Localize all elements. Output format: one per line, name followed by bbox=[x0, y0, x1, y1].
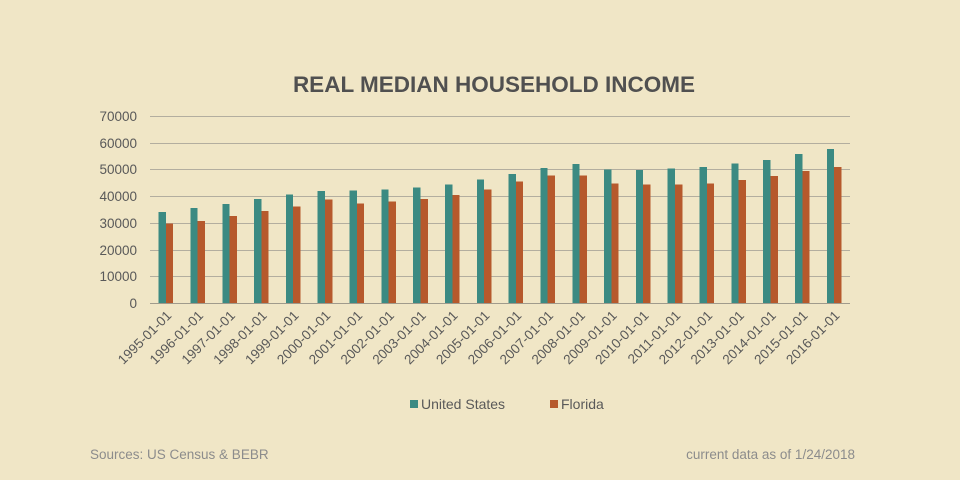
legend: United States Florida bbox=[410, 396, 604, 412]
bar-united-states-1997-01-01 bbox=[222, 204, 230, 303]
bar-florida-2011-01-01 bbox=[675, 184, 683, 303]
bar-florida-2012-01-01 bbox=[706, 183, 715, 303]
bar-united-states-2016-01-01 bbox=[826, 149, 835, 303]
bar-florida-2004-01-01 bbox=[452, 194, 460, 303]
bar-florida-2009-01-01 bbox=[611, 183, 619, 303]
bar-florida-1997-01-01 bbox=[229, 216, 237, 303]
legend-item-florida: Florida bbox=[550, 396, 604, 412]
bar-united-states-2005-01-01 bbox=[476, 179, 485, 303]
y-tick-label: 60000 bbox=[99, 136, 137, 151]
bar-florida-1998-01-01 bbox=[261, 210, 269, 303]
bar-united-states-2015-01-01 bbox=[794, 153, 803, 303]
bar-united-states-2008-01-01 bbox=[572, 164, 580, 303]
bar-united-states-1995-01-01 bbox=[158, 211, 166, 303]
x-axis-labels: 1995-01-011996-01-011997-01-011998-01-01… bbox=[115, 308, 843, 367]
bar-united-states-2014-01-01 bbox=[763, 159, 771, 303]
legend-label-florida: Florida bbox=[561, 396, 604, 412]
bar-florida-2013-01-01 bbox=[738, 179, 746, 303]
series-florida bbox=[165, 167, 842, 303]
chart-title: REAL MEDIAN HOUSEHOLD INCOME bbox=[293, 72, 695, 97]
bar-united-states-1998-01-01 bbox=[254, 199, 262, 303]
bar-florida-2007-01-01 bbox=[547, 175, 556, 303]
y-tick-label: 50000 bbox=[99, 162, 137, 177]
source-note: Sources: US Census & BEBR bbox=[90, 447, 269, 462]
bar-florida-2016-01-01 bbox=[834, 167, 842, 303]
y-tick-label: 0 bbox=[129, 296, 137, 311]
bar-united-states-2011-01-01 bbox=[667, 168, 675, 303]
bar-florida-2005-01-01 bbox=[484, 189, 492, 303]
bars bbox=[158, 149, 842, 303]
bar-florida-2006-01-01 bbox=[515, 181, 524, 303]
bar-united-states-1996-01-01 bbox=[190, 208, 198, 303]
bar-florida-2014-01-01 bbox=[770, 176, 778, 303]
bar-united-states-2000-01-01 bbox=[317, 190, 325, 303]
y-tick-label: 40000 bbox=[99, 189, 137, 204]
legend-item-united-states: United States bbox=[410, 396, 505, 412]
bar-united-states-2012-01-01 bbox=[699, 166, 707, 303]
y-tick-label: 20000 bbox=[99, 243, 137, 258]
bar-united-states-2013-01-01 bbox=[731, 163, 739, 303]
bar-united-states-2006-01-01 bbox=[508, 174, 516, 303]
bar-united-states-2003-01-01 bbox=[413, 187, 421, 303]
y-tick-label: 10000 bbox=[99, 269, 137, 284]
bar-florida-2015-01-01 bbox=[802, 171, 810, 303]
bar-florida-1995-01-01 bbox=[165, 223, 174, 303]
bar-florida-1999-01-01 bbox=[293, 206, 301, 303]
bar-united-states-2002-01-01 bbox=[381, 189, 389, 303]
data-date-note: current data as of 1/24/2018 bbox=[686, 447, 855, 462]
legend-swatch-united-states bbox=[410, 400, 418, 408]
y-axis-labels: 0 10000 20000 30000 40000 50000 60000 70000 bbox=[99, 109, 137, 311]
bar-florida-1996-01-01 bbox=[197, 220, 206, 303]
bar-united-states-1999-01-01 bbox=[285, 194, 294, 303]
series-united-states bbox=[158, 149, 835, 303]
legend-label-united-states: United States bbox=[421, 396, 505, 412]
bar-united-states-2007-01-01 bbox=[540, 168, 548, 303]
bar-united-states-2010-01-01 bbox=[635, 169, 644, 303]
bar-florida-2010-01-01 bbox=[643, 184, 651, 303]
bar-florida-2000-01-01 bbox=[325, 199, 333, 303]
bar-united-states-2004-01-01 bbox=[444, 184, 453, 303]
bar-united-states-2001-01-01 bbox=[349, 190, 357, 303]
bar-united-states-2009-01-01 bbox=[604, 169, 612, 303]
y-tick-label: 70000 bbox=[99, 109, 137, 124]
legend-swatch-florida bbox=[550, 400, 558, 408]
bar-florida-2002-01-01 bbox=[388, 201, 396, 303]
bar-florida-2003-01-01 bbox=[420, 198, 428, 303]
bar-florida-2008-01-01 bbox=[579, 175, 587, 303]
bar-florida-2001-01-01 bbox=[356, 203, 365, 303]
y-tick-label: 30000 bbox=[99, 216, 137, 231]
